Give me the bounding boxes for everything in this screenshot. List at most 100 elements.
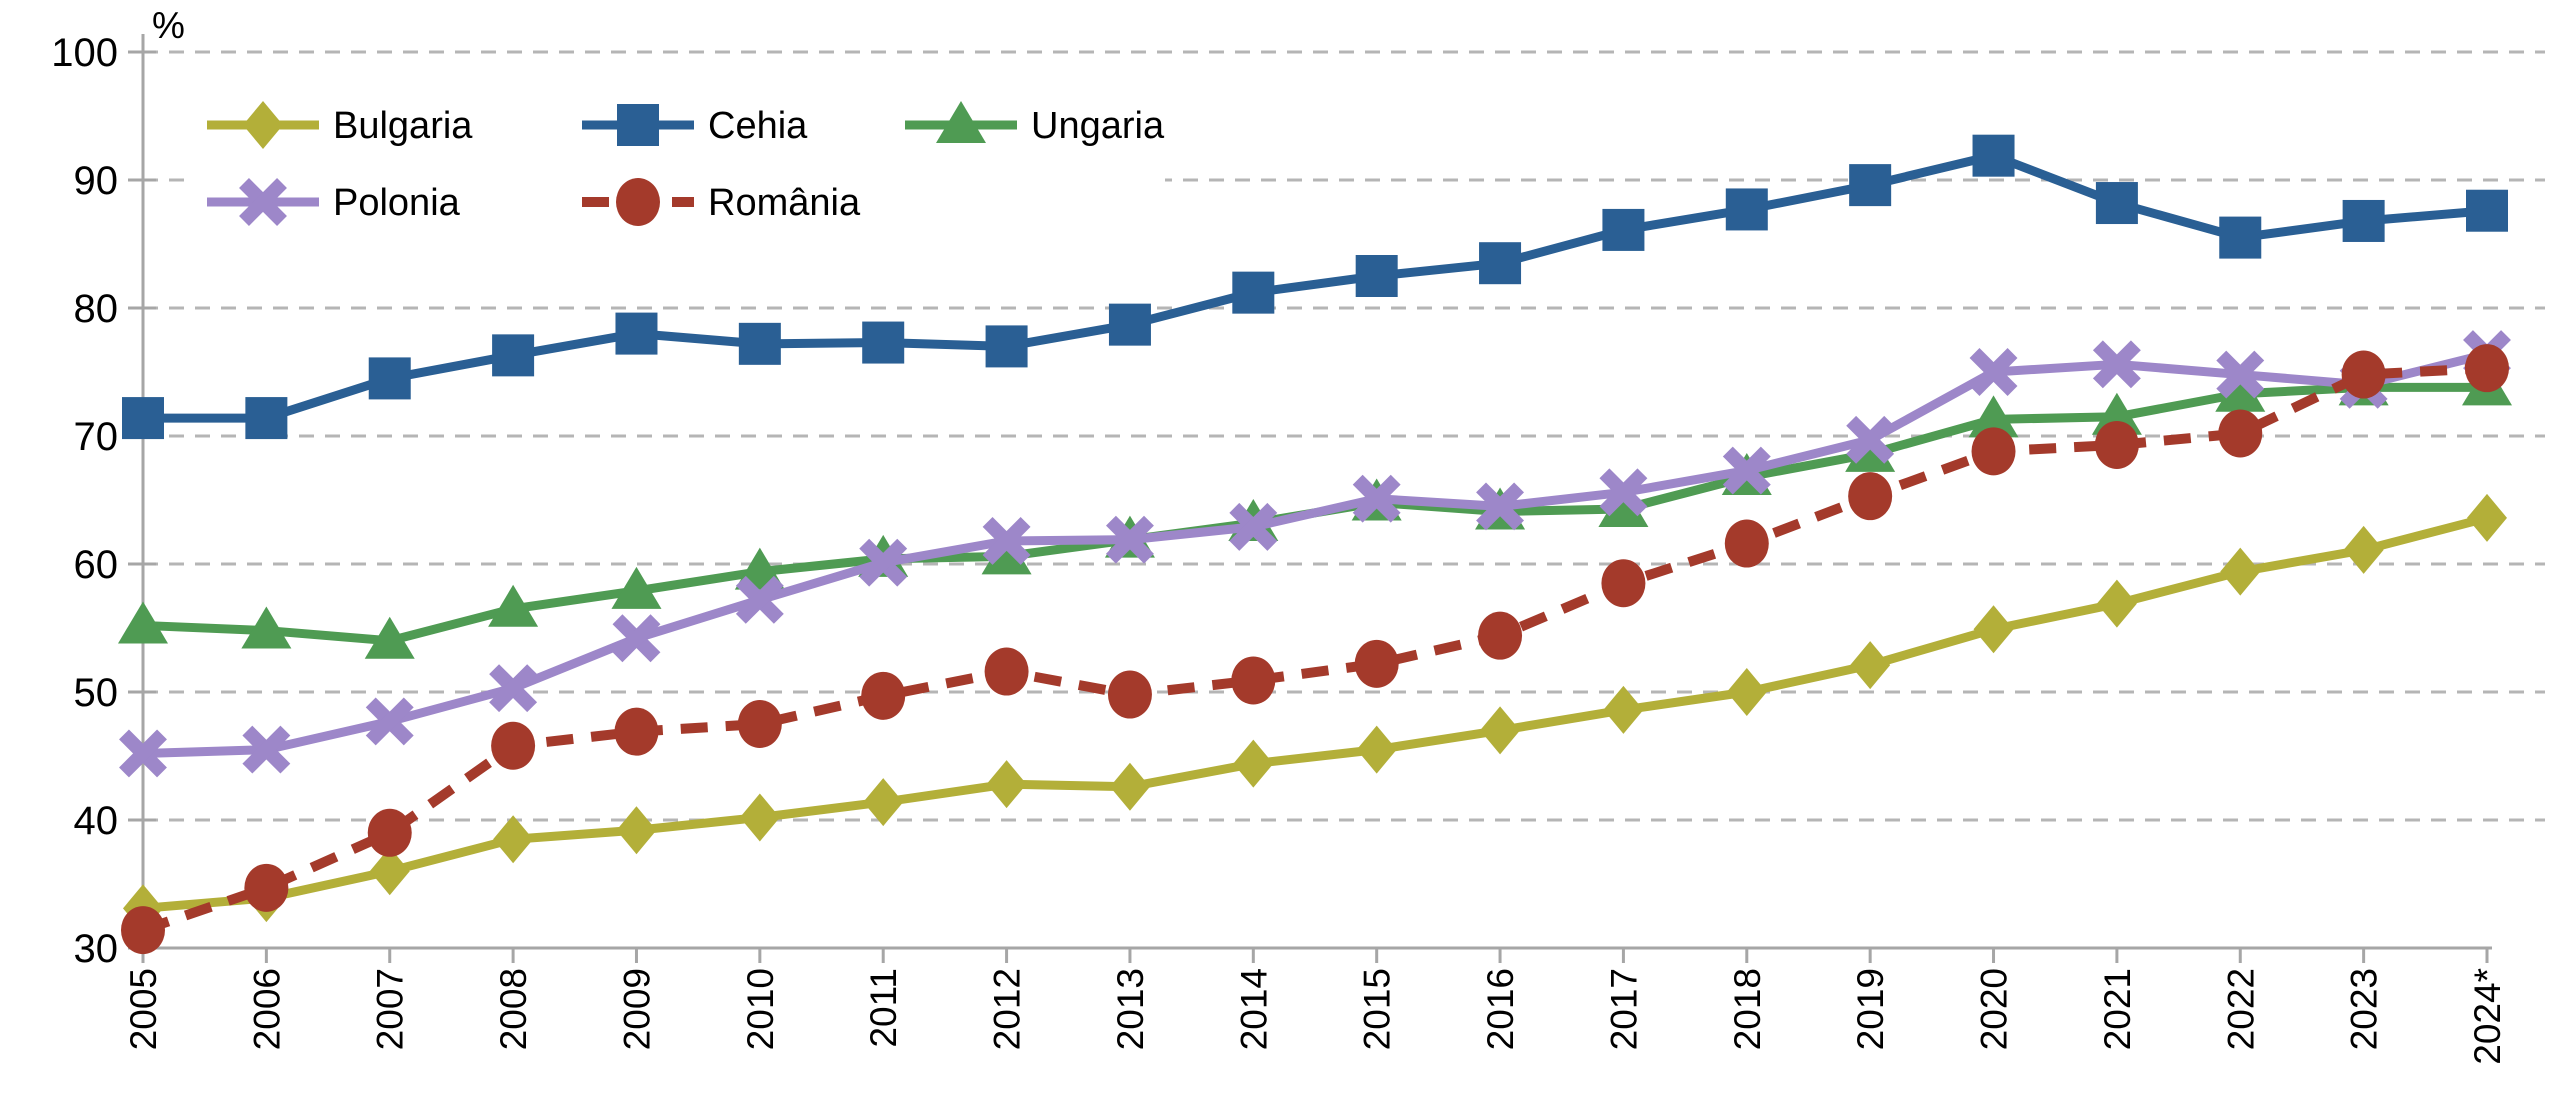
- data-point-cehia-2006: [245, 397, 288, 440]
- data-point-polonia-2005-stroke2: [119, 729, 167, 778]
- data-point-polonia-2022-stroke2: [2216, 350, 2265, 399]
- data-point-cehia-2011: [862, 321, 905, 364]
- data-point-cehia-2019: [1849, 164, 1892, 207]
- series-markers-românia: [121, 344, 2509, 955]
- legend-backdrop: [190, 80, 1165, 240]
- x-tick-label-2020: 2020: [1974, 968, 2015, 1050]
- legend-marker-polonia: [239, 178, 287, 226]
- y-tick-label-30: 30: [74, 927, 119, 971]
- data-point-bulgaria-2007: [369, 847, 410, 896]
- data-point-polonia-2010-stroke2: [735, 575, 784, 624]
- data-point-bulgaria-2016: [1480, 706, 1521, 755]
- data-point-cehia-2023: [2342, 199, 2385, 242]
- data-point-polonia-2017-stroke2: [1599, 468, 1648, 517]
- data-point-bulgaria-2019: [1850, 641, 1891, 690]
- legend-marker-ungaria: [936, 101, 986, 143]
- data-point-românia-2011: [861, 671, 906, 720]
- data-point-polonia-2012-stroke2: [982, 517, 1031, 565]
- legend-item-ungaria: Ungaria: [905, 101, 1165, 147]
- data-point-cehia-2010: [738, 322, 781, 365]
- x-tick-label-2021: 2021: [2097, 968, 2138, 1050]
- data-point-cehia-2016: [1479, 242, 1522, 285]
- data-point-românia-2013: [1107, 670, 1152, 719]
- data-point-polonia-2014-stroke2: [1229, 502, 1278, 551]
- legend-item-bulgaria: Bulgaria: [207, 101, 473, 149]
- data-point-polonia-2021: [2092, 340, 2141, 389]
- data-point-cehia-2009: [615, 312, 658, 355]
- data-point-românia-2006: [244, 863, 289, 912]
- y-tick-label-100: 100: [51, 31, 118, 75]
- data-point-românia-2016: [1478, 611, 1523, 660]
- series-românia: [121, 344, 2509, 955]
- y-tick-label-50: 50: [74, 671, 119, 715]
- data-point-polonia-2007: [365, 697, 414, 746]
- data-point-polonia-2008-stroke2: [489, 664, 538, 713]
- data-point-românia-2009: [614, 707, 659, 756]
- data-point-cehia-2018: [1725, 188, 1768, 231]
- data-point-cehia-2021: [2095, 182, 2138, 225]
- data-point-cehia-2007: [368, 357, 411, 400]
- data-point-ungaria-2017: [1598, 484, 1649, 527]
- data-point-bulgaria-2018: [1726, 668, 1767, 716]
- data-point-polonia-2016-stroke2: [1476, 482, 1525, 531]
- data-point-polonia-2010: [735, 575, 784, 624]
- data-point-polonia-2018-stroke2: [1722, 446, 1771, 495]
- data-point-polonia-2005: [119, 729, 167, 778]
- legend-label-bulgaria: Bulgaria: [333, 105, 473, 147]
- x-tick-label-2024*: 2024*: [2467, 968, 2508, 1065]
- data-point-bulgaria-2024*: [2467, 493, 2507, 542]
- data-point-românia-2015: [1354, 639, 1399, 688]
- data-point-polonia-2006: [242, 725, 291, 774]
- legend-marker-românia: [616, 178, 660, 226]
- legend-item-românia: România: [582, 178, 861, 226]
- series-bulgaria: [123, 493, 2507, 933]
- data-point-ungaria-2007: [364, 616, 415, 659]
- data-point-polonia-2019-stroke2: [1846, 415, 1895, 464]
- x-tick-label-2019: 2019: [1850, 968, 1891, 1050]
- series-markers-cehia: [122, 134, 2508, 440]
- data-point-polonia-2022: [2216, 350, 2265, 399]
- data-point-ungaria-2012: [981, 532, 1032, 575]
- data-point-românia-2010: [737, 700, 782, 748]
- data-point-ungaria-2006: [241, 606, 292, 649]
- data-point-românia-2017: [1601, 559, 1646, 608]
- data-point-polonia-2016: [1476, 482, 1525, 531]
- data-point-românia-2008: [491, 721, 536, 770]
- y-tick-label-80: 80: [74, 287, 119, 331]
- data-point-polonia-2019: [1846, 415, 1895, 464]
- data-point-românia-2023: [2341, 350, 2386, 399]
- data-point-românia-2021: [2094, 420, 2139, 469]
- series-polonia: [119, 330, 2511, 778]
- data-point-bulgaria-2017: [1603, 685, 1644, 734]
- y-tick-label-40: 40: [74, 799, 119, 843]
- legend-background: [190, 80, 1165, 240]
- data-point-polonia-2009: [612, 614, 661, 663]
- data-point-polonia-2008: [489, 664, 538, 713]
- x-tick-label-2011: 2011: [863, 968, 904, 1048]
- data-point-românia-2005: [121, 906, 165, 955]
- data-point-bulgaria-2022: [2220, 547, 2261, 596]
- data-point-românia-2020: [1971, 427, 2016, 476]
- legend-item-polonia: Polonia: [207, 178, 461, 226]
- x-tick-label-2017: 2017: [1603, 968, 1644, 1050]
- data-point-bulgaria-2023: [2343, 525, 2384, 574]
- data-point-bulgaria-2014: [1233, 739, 1274, 788]
- data-point-polonia-2018: [1722, 446, 1771, 495]
- data-point-cehia-2012: [985, 325, 1028, 368]
- x-tick-label-2023: 2023: [2344, 968, 2385, 1050]
- data-point-ungaria-2005: [118, 601, 168, 644]
- x-tick-label-2018: 2018: [1727, 968, 1768, 1050]
- gridlines: [143, 50, 2545, 822]
- data-point-cehia-2008: [492, 334, 535, 377]
- data-point-cehia-2022: [2219, 216, 2262, 259]
- data-point-polonia-2011-stroke2: [859, 538, 908, 587]
- legend-marker-cehia: [617, 104, 659, 146]
- data-point-cehia-2015: [1355, 255, 1398, 297]
- data-point-bulgaria-2015: [1356, 725, 1397, 774]
- legend-marker-bulgaria: [243, 101, 283, 149]
- legend-item-cehia: Cehia: [582, 104, 808, 147]
- x-tick-label-2010: 2010: [740, 968, 781, 1050]
- legend-label-cehia: Cehia: [708, 105, 808, 147]
- data-point-cehia-2020: [1972, 134, 2015, 177]
